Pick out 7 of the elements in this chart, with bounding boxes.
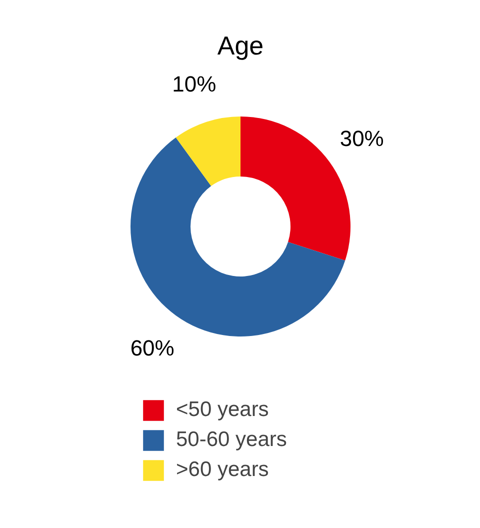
legend-label: 50-60 years xyxy=(176,428,287,452)
data-label: 60% xyxy=(130,335,174,360)
legend-label: >60 years xyxy=(176,458,269,482)
chart-title: Age xyxy=(217,30,264,60)
data-label: 30% xyxy=(340,126,384,151)
legend-label: <50 years xyxy=(176,398,269,422)
data-label: 10% xyxy=(172,71,216,96)
